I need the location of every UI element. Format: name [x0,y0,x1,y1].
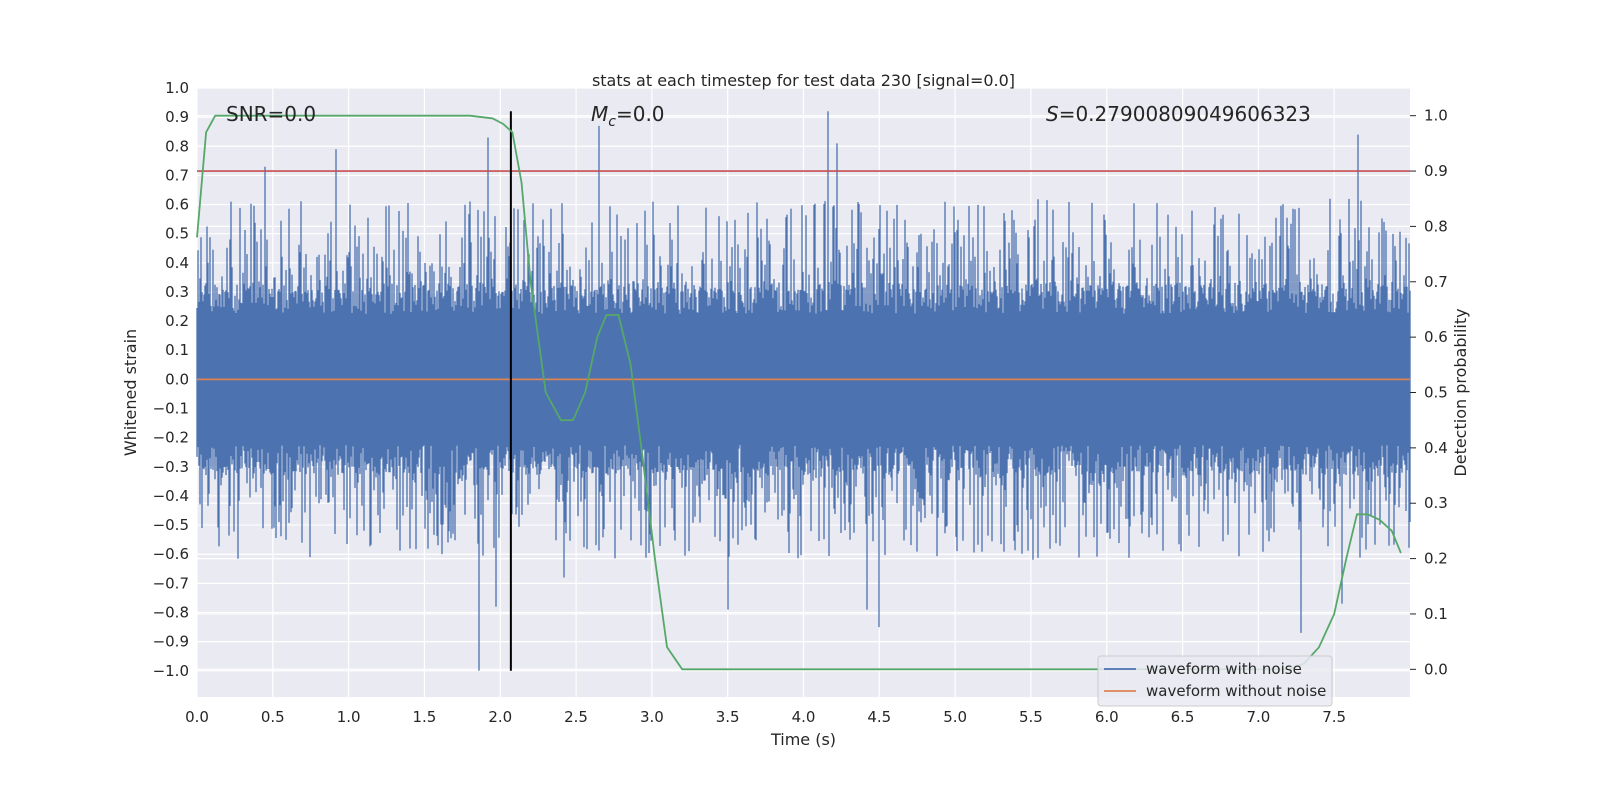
x-tick-label: 0.5 [261,708,285,726]
chart-title: stats at each timestep for test data 230… [592,71,1015,90]
strain-series [196,111,1411,671]
y-tick-label: 0.9 [165,108,189,126]
y2-tick-label: 0.9 [1424,162,1448,180]
y2-tick-label: 0.3 [1424,494,1448,512]
x-tick-label: 1.0 [337,708,361,726]
overlay-series [196,111,1410,671]
x-tick-label: 5.0 [943,708,967,726]
x-tick-label: 2.0 [488,708,512,726]
x-tick-label: 7.0 [1246,708,1270,726]
x-tick-label: 6.5 [1171,708,1195,726]
y-tick-label: −0.5 [153,516,189,534]
x-tick-label: 3.5 [716,708,740,726]
y2-tick-label: 0.2 [1424,550,1448,568]
s-annotation: S=0.27900809049606323 [1046,102,1311,126]
s-value: =0.27900809049606323 [1059,102,1311,126]
y2-tick-label: 0.0 [1424,660,1448,678]
x-axis-label: Time (s) [770,730,836,749]
x-tick-label: 4.0 [792,708,816,726]
y-axis-label: Whitened strain [121,329,140,456]
y2-tick-label: 0.4 [1424,439,1448,457]
y2-tick-label: 0.5 [1424,384,1448,402]
legend-label-noisy: waveform with noise [1146,660,1302,678]
y-tick-label: 0.8 [165,137,189,155]
mc-subscript: c [608,114,616,130]
mc-symbol: M [591,102,608,126]
x-tick-label: 3.0 [640,708,664,726]
y2-tick-label: 0.6 [1424,328,1448,346]
legend-box [1097,655,1333,707]
y-tick-label: 0.4 [165,254,189,272]
y2-tick-label: 0.8 [1424,217,1448,235]
noisy-waveform-line [196,111,1411,671]
y-tick-label: −0.1 [153,400,189,418]
x-tick-label: 7.5 [1322,708,1346,726]
s-symbol: S [1046,102,1059,126]
y-tick-label: −0.4 [153,487,189,505]
y-tick-label: 0.0 [165,370,189,388]
y-tick-label: 0.2 [165,312,189,330]
y2-axis-label: Detection probability [1451,308,1470,476]
y-tick-label: 0.1 [165,341,189,359]
y-tick-label: −0.8 [153,603,189,621]
y-tick-label: −0.7 [153,574,189,592]
detection-probability-line [196,114,1402,671]
x-tick-label: 1.5 [413,708,437,726]
axis-ticks: 0.0 0.5 1.0 1.5 2.0 2.5 3.0 3.5 4.0 4.5 5.0 5.5 6.0 6… [153,79,1448,726]
x-tick-label: 2.5 [564,708,588,726]
y-tick-label: −0.2 [153,429,189,447]
x-tick-label: 6.0 [1095,708,1119,726]
y-tick-label: 0.3 [165,283,189,301]
snr-annotation: SNR=0.0 [226,102,316,126]
y-tick-label: 0.7 [165,166,189,184]
x-tick-label: 4.5 [867,708,891,726]
y2-tick-label: 0.1 [1424,605,1448,623]
legend: waveform with noise waveform without noi… [1097,655,1333,707]
y-tick-label: −0.9 [153,633,189,651]
y-tick-label: 1.0 [165,79,189,97]
y-tick-label: 0.5 [165,225,189,243]
x-tick-label: 5.5 [1019,708,1043,726]
y-tick-label: 0.6 [165,196,189,214]
y2-tick-label: 0.7 [1424,273,1448,291]
y-tick-label: −0.3 [153,458,189,476]
y-tick-label: −0.6 [153,545,189,563]
legend-label-clean: waveform without noise [1146,682,1326,700]
x-tick-label: 0.0 [185,708,209,726]
mc-annotation: Mc=0.0 [591,102,665,130]
y-tick-label: −1.0 [153,662,189,680]
y2-tick-label: 1.0 [1424,107,1448,125]
mc-value: =0.0 [616,102,665,126]
